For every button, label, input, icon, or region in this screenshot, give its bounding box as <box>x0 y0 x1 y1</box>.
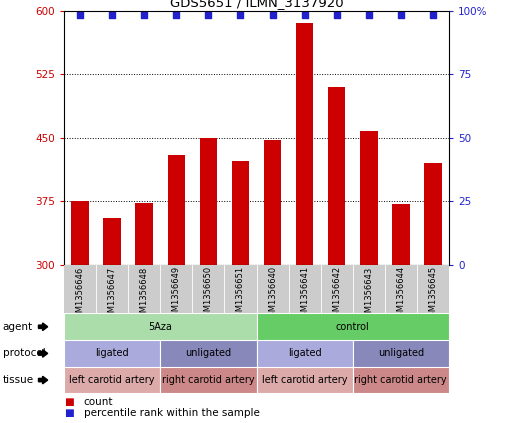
FancyBboxPatch shape <box>64 313 256 340</box>
FancyBboxPatch shape <box>353 340 449 367</box>
Bar <box>264 140 281 265</box>
Text: GSM1356649: GSM1356649 <box>172 266 181 322</box>
Point <box>397 11 405 18</box>
Text: unligated: unligated <box>378 349 424 358</box>
Text: right carotid artery: right carotid artery <box>162 375 255 385</box>
Text: GSM1356645: GSM1356645 <box>428 266 438 322</box>
FancyBboxPatch shape <box>353 367 449 393</box>
Text: ligated: ligated <box>95 349 129 358</box>
Point <box>76 11 84 18</box>
Bar <box>360 131 378 265</box>
Title: GDS5651 / ILMN_3137920: GDS5651 / ILMN_3137920 <box>170 0 343 9</box>
Bar <box>200 137 217 265</box>
Point <box>301 11 309 18</box>
FancyBboxPatch shape <box>256 340 353 367</box>
Bar <box>328 87 345 265</box>
Point <box>140 11 148 18</box>
Text: GSM1356643: GSM1356643 <box>364 266 373 322</box>
Bar <box>232 162 249 265</box>
Text: agent: agent <box>3 322 33 332</box>
Text: GSM1356651: GSM1356651 <box>236 266 245 322</box>
Bar <box>392 204 409 265</box>
Text: ■: ■ <box>64 397 74 407</box>
Text: left carotid artery: left carotid artery <box>262 375 347 385</box>
Text: count: count <box>84 397 113 407</box>
FancyBboxPatch shape <box>160 367 256 393</box>
Point <box>172 11 181 18</box>
Bar <box>296 23 313 265</box>
FancyBboxPatch shape <box>256 367 353 393</box>
FancyBboxPatch shape <box>64 340 160 367</box>
Bar <box>71 201 89 265</box>
Text: GSM1356647: GSM1356647 <box>108 266 117 322</box>
Text: GSM1356641: GSM1356641 <box>300 266 309 322</box>
Bar <box>168 155 185 265</box>
Point <box>365 11 373 18</box>
Text: protocol: protocol <box>3 349 45 358</box>
FancyBboxPatch shape <box>64 367 160 393</box>
Text: GSM1356648: GSM1356648 <box>140 266 149 322</box>
Point <box>108 11 116 18</box>
Text: unligated: unligated <box>185 349 231 358</box>
Point <box>429 11 437 18</box>
Text: ■: ■ <box>64 408 74 418</box>
Text: GSM1356650: GSM1356650 <box>204 266 213 322</box>
Text: ligated: ligated <box>288 349 322 358</box>
FancyBboxPatch shape <box>160 340 256 367</box>
Text: GSM1356640: GSM1356640 <box>268 266 277 322</box>
Text: left carotid artery: left carotid artery <box>69 375 155 385</box>
Point <box>268 11 277 18</box>
Text: GSM1356644: GSM1356644 <box>396 266 405 322</box>
Bar <box>135 203 153 265</box>
Text: 5Aza: 5Aza <box>148 322 172 332</box>
Text: percentile rank within the sample: percentile rank within the sample <box>84 408 260 418</box>
Text: tissue: tissue <box>3 375 34 385</box>
Text: GSM1356646: GSM1356646 <box>75 266 85 322</box>
Point <box>236 11 245 18</box>
Point <box>332 11 341 18</box>
Bar <box>104 218 121 265</box>
Text: control: control <box>336 322 369 332</box>
Point <box>204 11 212 18</box>
FancyBboxPatch shape <box>256 313 449 340</box>
Bar <box>424 163 442 265</box>
Text: right carotid artery: right carotid artery <box>354 375 447 385</box>
Text: GSM1356642: GSM1356642 <box>332 266 341 322</box>
